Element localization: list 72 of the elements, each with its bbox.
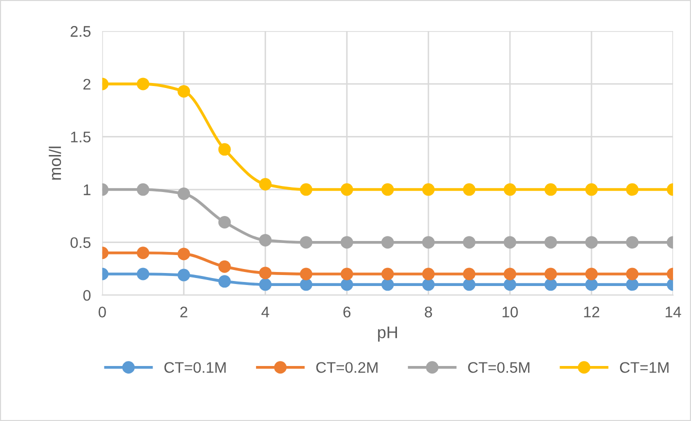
y-tick-label: 1 xyxy=(84,184,90,196)
point xyxy=(422,268,435,280)
point xyxy=(544,268,557,280)
point xyxy=(300,278,312,291)
point xyxy=(340,183,354,196)
point xyxy=(381,268,394,280)
point xyxy=(259,178,272,191)
x-tick-label: 4 xyxy=(261,306,270,318)
point xyxy=(259,278,272,291)
point xyxy=(136,78,150,90)
point xyxy=(178,85,190,98)
point xyxy=(259,266,272,280)
y-tick-label: 1.5 xyxy=(71,132,91,142)
point xyxy=(340,268,354,280)
point xyxy=(136,183,150,196)
point xyxy=(218,275,231,288)
point xyxy=(136,246,150,260)
x-tick-label: 12 xyxy=(584,306,600,318)
point xyxy=(259,234,272,246)
x-tick-label: 14 xyxy=(666,306,682,318)
point xyxy=(381,183,394,196)
point xyxy=(504,236,516,249)
point xyxy=(585,236,598,249)
point xyxy=(422,236,435,249)
point xyxy=(585,268,598,280)
point xyxy=(340,278,354,291)
point xyxy=(544,236,557,249)
point xyxy=(626,268,639,280)
point xyxy=(626,236,639,249)
point xyxy=(136,268,150,280)
point xyxy=(544,278,557,291)
legend-label: CT=0.5M xyxy=(468,362,530,373)
point xyxy=(626,278,639,291)
legend-label: CT=0.1M xyxy=(164,362,226,373)
point xyxy=(462,278,476,291)
x-tick-label: 2 xyxy=(180,306,188,318)
point xyxy=(462,183,476,196)
point xyxy=(422,183,435,196)
point xyxy=(300,183,312,196)
point xyxy=(178,188,190,200)
x-axis-title: pH xyxy=(378,326,397,342)
point xyxy=(462,236,476,249)
point xyxy=(504,268,516,280)
point xyxy=(218,260,231,273)
point xyxy=(504,278,516,291)
point xyxy=(626,183,639,196)
point xyxy=(544,183,557,196)
point xyxy=(300,268,312,280)
x-tick-label: 6 xyxy=(343,306,350,318)
point xyxy=(178,268,190,282)
point xyxy=(462,268,476,280)
legend-label: CT=1M xyxy=(620,362,668,373)
point xyxy=(381,236,394,249)
point xyxy=(178,248,190,260)
point xyxy=(300,236,312,249)
x-tick-label: 8 xyxy=(424,306,432,318)
point xyxy=(504,183,516,196)
point xyxy=(422,278,435,291)
point xyxy=(585,278,598,291)
y-tick-label: 0.5 xyxy=(70,237,91,248)
point xyxy=(218,143,231,156)
x-tick-label: 0 xyxy=(98,306,106,318)
y-axis-title: mol/l xyxy=(48,146,62,180)
y-tick-label: 0 xyxy=(83,290,91,301)
legend-label: CT=0.2M xyxy=(316,362,378,373)
point xyxy=(218,216,231,229)
y-tick-label: 2 xyxy=(83,78,90,90)
y-tick-label: 2.5 xyxy=(70,26,91,37)
point xyxy=(381,278,394,291)
point xyxy=(585,183,598,196)
point xyxy=(340,236,354,249)
x-tick-label: 10 xyxy=(502,306,518,318)
